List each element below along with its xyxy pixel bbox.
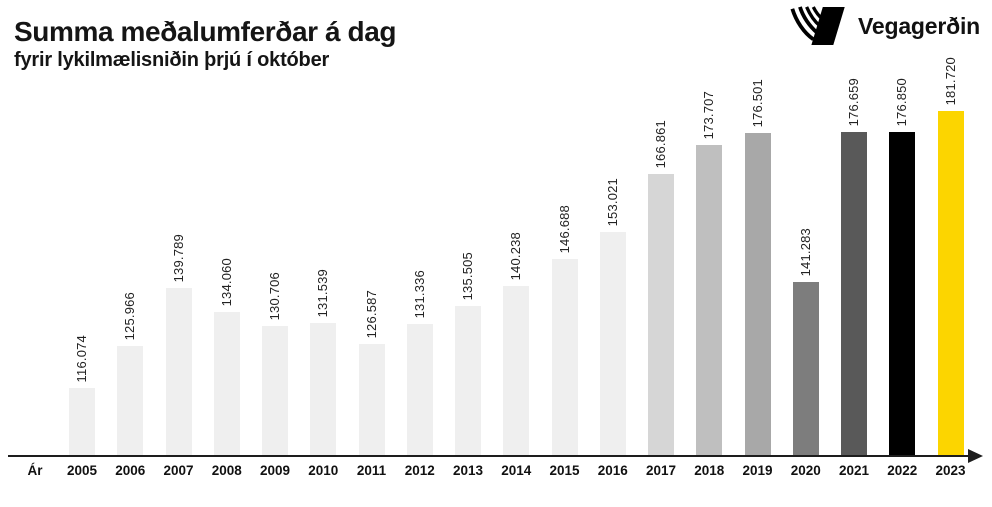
x-axis-labels: Ár 2005 2006 2007 2008 2009 2010 2011 2012 2013 20… — [0, 463, 992, 483]
year-label-2018: 2018 — [694, 463, 725, 478]
vegagerdin-logo: Vegagerðin — [790, 6, 980, 46]
vegagerdin-logo-text: Vegagerðin — [858, 12, 980, 39]
year-label-2023: 2023 — [935, 463, 966, 478]
year-label-2010: 2010 — [308, 463, 339, 478]
bar-value-label-2016: 153.021 — [604, 177, 620, 226]
year-label-2006: 2006 — [115, 463, 146, 478]
bar-value-label-2017: 166.861 — [653, 119, 668, 168]
bar-value-label-2007: 139.789 — [170, 233, 186, 282]
bar-2022 — [889, 132, 916, 456]
year-label-2008: 2008 — [211, 463, 242, 478]
bar-value-label-2011: 126.587 — [363, 289, 379, 338]
x-axis-caption: Ár — [27, 463, 43, 478]
year-label-2020: 2020 — [790, 463, 821, 478]
year-label-2014: 2014 — [501, 463, 532, 478]
year-label-2015: 2015 — [549, 463, 580, 478]
bar-2006 — [117, 346, 144, 456]
bar-value-label-2005: 116.074 — [74, 334, 89, 382]
year-label-2022: 2022 — [887, 463, 918, 478]
vegagerdin-logo-icon — [790, 6, 845, 46]
bar-2021 — [841, 132, 867, 456]
year-label-2007: 2007 — [163, 463, 194, 478]
year-label-2016: 2016 — [597, 463, 628, 478]
bar-2011 — [358, 344, 385, 456]
bar-value-label-2012: 131.336 — [411, 269, 427, 318]
year-label-2017: 2017 — [645, 463, 677, 478]
year-label-2005: 2005 — [66, 463, 98, 478]
bar-2023 — [937, 111, 964, 456]
bar-2016 — [599, 232, 626, 456]
bar-value-label-2010: 131.539 — [315, 268, 331, 317]
year-label-2021: 2021 — [838, 463, 870, 478]
bar-2019 — [744, 133, 771, 456]
bar-2015 — [551, 259, 578, 456]
bar-2005 — [69, 388, 95, 456]
x-axis-line — [8, 455, 970, 457]
chart-subtitle: fyrir lykilmælisniðin þrjú í október — [14, 49, 330, 72]
bar-value-label-2018: 173.707 — [701, 90, 717, 139]
bar-2013 — [455, 306, 481, 456]
bar-value-label-2023: 181.720 — [942, 56, 958, 105]
bar-value-label-2019: 176.501 — [749, 78, 765, 127]
bar-value-label-2015: 146.688 — [556, 204, 572, 253]
bar-value-label-2020: 141.283 — [797, 227, 813, 276]
bar-value-label-2008: 134.060 — [218, 257, 234, 306]
year-label-2011: 2011 — [356, 463, 387, 478]
bar-2010 — [310, 323, 337, 456]
year-label-2019: 2019 — [742, 463, 773, 478]
bar-chart: 116.074 125.966 139.789 134.060 130.706 131.5… — [69, 56, 964, 456]
bar-value-label-2014: 140.238 — [508, 231, 524, 280]
year-label-2012: 2012 — [404, 463, 435, 478]
bar-value-label-2013: 135.505 — [460, 251, 475, 300]
bar-value-label-2006: 125.966 — [122, 291, 138, 340]
bar-value-label-2009: 130.706 — [267, 271, 282, 320]
bar-value-label-2021: 176.659 — [846, 77, 861, 126]
x-axis-arrow-icon — [968, 449, 983, 463]
bar-2020 — [792, 282, 819, 456]
year-label-2009: 2009 — [259, 463, 291, 478]
bar-2008 — [213, 312, 240, 456]
chart-header: Summa meðalumferðar á dag fyrir lykilmæl… — [14, 16, 397, 72]
chart-title: Summa meðalumferðar á dag — [14, 16, 397, 47]
bar-2018 — [696, 145, 723, 456]
bar-2012 — [406, 324, 433, 456]
bar-2017 — [648, 174, 674, 456]
bar-2009 — [262, 326, 288, 456]
bar-2014 — [503, 286, 530, 456]
bar-2007 — [165, 288, 192, 456]
year-label-2013: 2013 — [452, 463, 484, 478]
bar-value-label-2022: 176.850 — [894, 77, 910, 126]
